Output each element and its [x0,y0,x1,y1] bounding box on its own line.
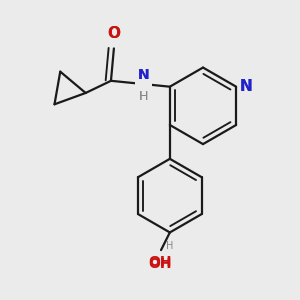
FancyBboxPatch shape [238,76,254,97]
FancyBboxPatch shape [151,253,171,266]
FancyBboxPatch shape [135,75,152,94]
Text: N: N [240,79,252,94]
Text: N: N [240,79,252,94]
Text: N: N [137,68,149,82]
Text: H: H [139,90,148,103]
FancyBboxPatch shape [103,29,124,46]
Text: H: H [166,241,173,251]
Text: OH: OH [148,257,171,272]
Text: N: N [137,68,149,82]
Text: O: O [107,26,120,41]
Text: H: H [139,90,148,103]
Text: O: O [107,26,120,41]
Text: OH: OH [148,254,171,268]
